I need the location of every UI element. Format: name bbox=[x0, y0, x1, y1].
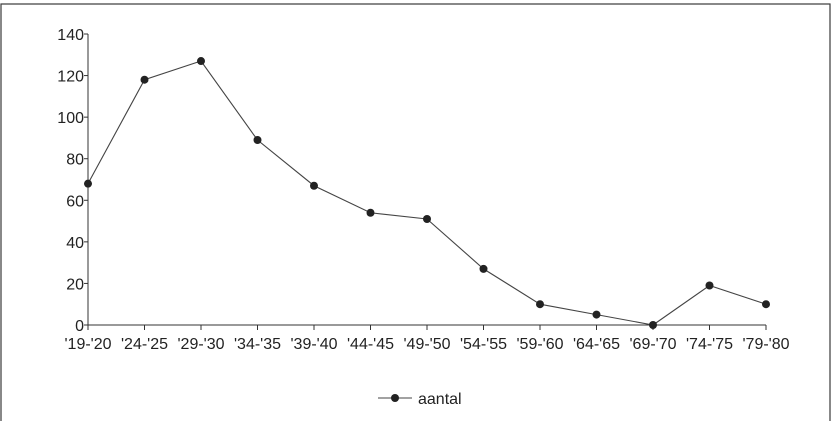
x-tick-label: '34-'35 bbox=[234, 336, 281, 353]
y-tick-label: 140 bbox=[57, 27, 84, 44]
data-point bbox=[705, 281, 714, 290]
y-tick-label: 80 bbox=[66, 152, 84, 169]
data-point bbox=[140, 75, 149, 84]
y-tick-label: 100 bbox=[57, 110, 84, 127]
y-tick-label: 60 bbox=[66, 193, 84, 210]
y-tick-label: 120 bbox=[57, 69, 84, 86]
y-tick-label: 40 bbox=[66, 235, 84, 252]
data-point bbox=[84, 179, 92, 188]
y-tick-label: 0 bbox=[75, 318, 84, 335]
data-point bbox=[366, 208, 375, 217]
x-tick-label: '69-'70 bbox=[629, 336, 676, 353]
y-tick-label: 20 bbox=[66, 276, 84, 293]
data-point bbox=[536, 300, 544, 309]
data-point bbox=[479, 264, 488, 273]
data-point bbox=[649, 321, 657, 329]
legend-marker bbox=[391, 394, 399, 402]
legend: aantal bbox=[378, 391, 462, 408]
series-group bbox=[84, 57, 770, 329]
x-tick-label: '29-'30 bbox=[177, 336, 224, 353]
x-tick-label: '44-'45 bbox=[347, 336, 394, 353]
data-point bbox=[310, 181, 318, 190]
x-tick-label: '39-'40 bbox=[290, 336, 337, 353]
x-tick-label: '79-'80 bbox=[742, 336, 789, 353]
x-tick-label: '64-'65 bbox=[573, 336, 620, 353]
data-point bbox=[253, 136, 262, 145]
x-tick-label: '49-'50 bbox=[403, 336, 450, 353]
x-tick-label: '24-'25 bbox=[121, 336, 168, 353]
x-tick-label: '74-'75 bbox=[686, 336, 733, 353]
chart-frame bbox=[0, 3, 831, 421]
x-ticks: '19-'20 '24-'25 '29-'30 '34-'35 '39-'40 '44-'… bbox=[64, 325, 790, 353]
legend-label: aantal bbox=[418, 391, 462, 408]
data-point bbox=[592, 310, 601, 319]
x-tick-label: '19-'20 bbox=[64, 336, 111, 353]
x-tick-label: '59-'60 bbox=[516, 336, 563, 353]
data-point bbox=[762, 300, 770, 309]
data-point bbox=[197, 57, 205, 66]
y-ticks: 0 20 40 60 80 100 120 140 bbox=[57, 27, 88, 335]
x-tick-label: '54-'55 bbox=[460, 336, 507, 353]
data-point bbox=[423, 214, 431, 223]
